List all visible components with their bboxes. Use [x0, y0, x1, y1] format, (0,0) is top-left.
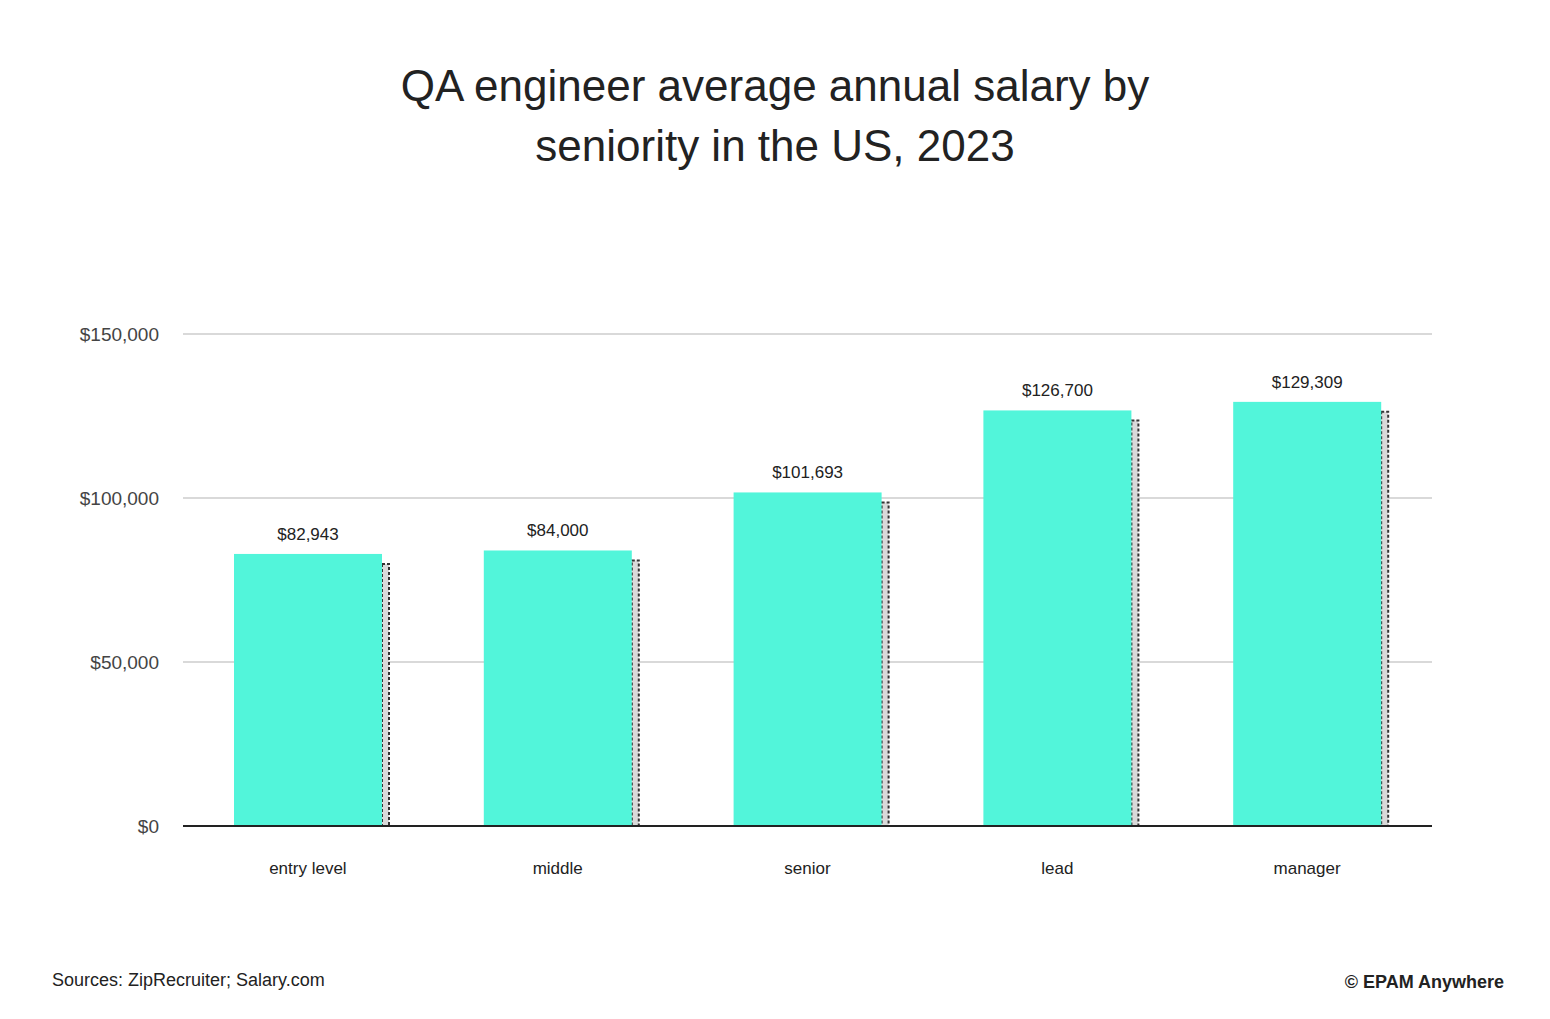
svg-text:entry level: entry level — [269, 859, 346, 878]
html-text:QA engineer average annual sal: QA engineer average annual salary by sen… — [400, 61, 1150, 170]
svg-text:$84,000: $84,000 — [527, 521, 588, 540]
svg-text:$82,943: $82,943 — [277, 525, 338, 544]
svg-text:$126,700: $126,700 — [1022, 381, 1093, 400]
svg-text:$150,000: $150,000 — [80, 324, 159, 345]
svg-text:manager: manager — [1274, 859, 1341, 878]
svg-text:lead: lead — [1041, 859, 1073, 878]
svg-text:$0: $0 — [138, 816, 159, 837]
svg-text:$129,309: $129,309 — [1272, 373, 1343, 392]
svg-text:$101,693: $101,693 — [772, 463, 843, 482]
svg-text:senior: senior — [784, 859, 831, 878]
html-text:© EPAM Anywhere: © EPAM Anywhere — [1344, 972, 1504, 992]
svg-text:$50,000: $50,000 — [90, 652, 159, 673]
svg-text:middle: middle — [533, 859, 583, 878]
svg-text:$100,000: $100,000 — [80, 488, 159, 509]
html-text:Sources: ZipRecruiter; Salary.: Sources: ZipRecruiter; Salary.com — [52, 970, 325, 990]
